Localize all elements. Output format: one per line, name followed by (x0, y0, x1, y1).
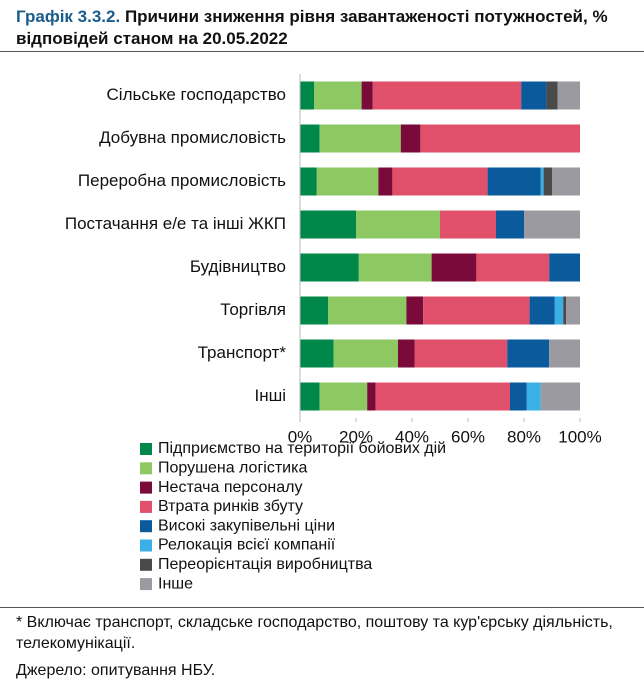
bar-segment (300, 339, 334, 368)
bar-segment (316, 167, 379, 196)
legend-label: Переорієнтація виробництва (158, 556, 372, 573)
bar-segment (546, 81, 558, 110)
y-tick-label: Інші (254, 386, 286, 405)
source: Джерело: опитування НБУ. (16, 662, 216, 679)
legend-label: Втрата ринків збуту (158, 498, 303, 515)
legend-swatch (140, 500, 152, 513)
y-tick-label: Транспорт* (198, 343, 287, 362)
bar-segment (398, 339, 415, 368)
bar-segment (476, 253, 550, 282)
y-tick-label: Будівництво (190, 257, 286, 276)
chart-label: Графік 3.3.2. (16, 7, 121, 26)
x-tick-label: 40% (395, 427, 429, 446)
bar-segment (526, 382, 541, 411)
legend-swatch (140, 578, 152, 591)
bar-segment (361, 81, 373, 110)
legend-swatch (140, 520, 152, 533)
footnote: * Включає транспорт, складське господарс… (16, 614, 613, 652)
bar-segment (540, 382, 580, 411)
bar-segment (566, 296, 580, 325)
bar-segment (392, 167, 488, 196)
legend-label: Нестача персоналу (158, 479, 302, 496)
bar-segment (300, 167, 317, 196)
bar-segment (375, 382, 510, 411)
bar-segment (300, 210, 356, 239)
bar-segment (554, 296, 564, 325)
bar-segment (358, 253, 432, 282)
bar-segment (400, 124, 421, 153)
bar-segment (440, 210, 496, 239)
bar-segment (319, 382, 368, 411)
bar-segment (510, 382, 527, 411)
bar-segment (356, 210, 440, 239)
x-tick-label: 60% (451, 427, 485, 446)
bar-segment (563, 296, 566, 325)
bar-segment (549, 253, 580, 282)
bar-segment (319, 124, 401, 153)
bar-segment (300, 296, 328, 325)
y-tick-label: Торгівля (220, 300, 286, 319)
title-text: Причини зниження рівня завантаженості по… (16, 7, 608, 48)
x-tick-label: 20% (339, 427, 373, 446)
y-tick-label: Постачання е/е та інші ЖКП (65, 214, 286, 233)
legend-label: Підприємство на території бойових дій (158, 440, 446, 457)
bar-segment (423, 296, 530, 325)
legend-swatch (140, 558, 152, 571)
bar-segment (507, 339, 550, 368)
bar-segment (300, 253, 359, 282)
legend-label: Релокація всієї компанії (158, 537, 336, 554)
bar-segment (300, 382, 320, 411)
bar-segment (524, 210, 580, 239)
bar-segment (529, 296, 555, 325)
bar-segment (378, 167, 393, 196)
legend-swatch (140, 443, 152, 455)
bar-segment (521, 81, 547, 110)
bar-segment (496, 210, 524, 239)
legend-label: Порушена логістика (158, 460, 307, 477)
bar-segment (300, 124, 320, 153)
chart-title: Графік 3.3.2. Причини зниження рівня зав… (16, 6, 616, 50)
bar-segment (549, 339, 580, 368)
legend-swatch (140, 462, 152, 475)
legend-swatch (140, 539, 152, 552)
bar-segment (328, 296, 407, 325)
bar-segment (487, 167, 541, 196)
bar-segment (431, 253, 477, 282)
bar-segment (367, 382, 376, 411)
y-tick-label: Переробна промисловість (78, 171, 286, 190)
rule (0, 51, 644, 52)
bar-segment (333, 339, 398, 368)
bar-segment (300, 81, 314, 110)
legend-label: Високі закупівельні ціни (158, 517, 335, 534)
x-tick-label: 0% (288, 427, 313, 446)
rule (0, 607, 644, 608)
y-tick-label: Сільське господарство (107, 85, 286, 104)
y-tick-label: Добувна промисловість (99, 128, 286, 147)
x-tick-label: 80% (507, 427, 541, 446)
legend-label: Інше (158, 575, 193, 592)
bar-segment (552, 167, 580, 196)
x-tick-label: 100% (558, 427, 601, 446)
bar-segment (372, 81, 522, 110)
bar-segment (420, 124, 580, 153)
bar-segment (414, 339, 508, 368)
bar-segment (314, 81, 362, 110)
bar-segment (540, 167, 544, 196)
bar-segment (543, 167, 552, 196)
bar-segment (406, 296, 424, 325)
bar-segment (557, 81, 580, 110)
legend-swatch (140, 481, 152, 494)
